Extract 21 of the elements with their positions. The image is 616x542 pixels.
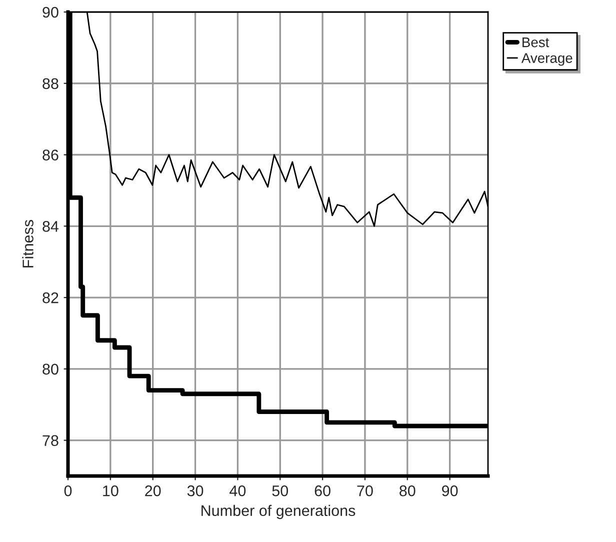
y-tick-label: 88 xyxy=(42,78,58,90)
y-tick-label: 78 xyxy=(42,435,58,446)
x-tick-label: 90 xyxy=(442,485,458,496)
y-tick-label: 80 xyxy=(42,364,58,375)
x-tick-label: 60 xyxy=(314,485,330,496)
x-tick-label: 0 xyxy=(64,485,72,496)
x-axis-title: Number of generations xyxy=(202,504,356,520)
x-tick-label: 30 xyxy=(187,485,204,496)
y-axis-title: Fitness xyxy=(22,220,34,268)
y-tick-label: 90 xyxy=(42,6,58,18)
legend-label: Average xyxy=(521,53,572,66)
legend-label: Best xyxy=(522,38,550,48)
x-tick-label: 10 xyxy=(103,485,118,496)
y-tick-label: 82 xyxy=(42,292,58,304)
x-tick-label: 20 xyxy=(145,485,161,496)
x-tick-label: 50 xyxy=(272,485,288,496)
y-tick-label: 86 xyxy=(42,150,58,160)
x-tick-label: 80 xyxy=(400,485,416,496)
y-tick-label: 84 xyxy=(42,221,59,232)
x-tick-label: 40 xyxy=(230,485,246,496)
x-tick-label: 70 xyxy=(357,485,373,496)
